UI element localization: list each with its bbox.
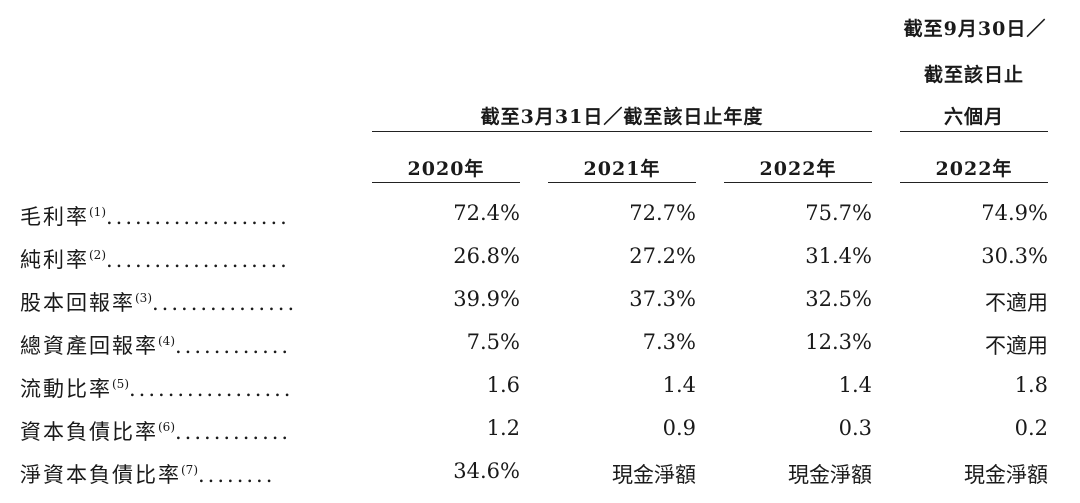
header-group-rule-6m [900,131,1048,132]
year-header-2022: 2022年 [759,158,837,180]
table-cell: 30.3% [981,244,1048,268]
header-6m-line3: 六個月 [943,106,1004,128]
leader-dots: ............ [175,334,292,358]
year-rule-2021 [548,182,696,183]
header-6m-line2: 截至該日止 [923,64,1024,86]
footnote-ref: (4) [158,334,175,348]
label-text: 流動比率 [20,377,112,401]
leader-dots: ................... [106,248,290,272]
year-rule-2020 [372,182,520,183]
leader-dots: ................. [129,377,294,401]
label-text: 純利率 [20,248,89,272]
label-text: 股本回報率 [20,291,135,315]
row-label-return-on-assets: 總資產回報率(4)............ [20,330,350,360]
footnote-ref: (1) [89,205,106,219]
table-cell: 32.5% [805,287,872,311]
table-cell: 現金淨額 [612,463,696,487]
row-label-gross-margin: 毛利率(1)................... [20,201,350,231]
table-cell: 0.2 [1014,416,1048,440]
table-cell: 0.9 [662,416,696,440]
label-text: 資本負債比率 [20,420,158,444]
table-cell: 0.3 [838,416,872,440]
footnote-ref: (7) [181,463,198,477]
table-cell: 7.5% [466,330,520,354]
table-cell: 1.4 [662,373,696,397]
year-header-2022-6m: 2022年 [935,158,1013,180]
year-header-2020: 2020年 [407,158,485,180]
header-6m-line1: 截至9月30日／ [903,18,1047,40]
table-cell: 75.7% [805,201,872,225]
footnote-ref: (3) [135,291,152,305]
header-group-rule-fy [372,131,872,132]
table-cell: 現金淨額 [788,463,872,487]
table-cell: 72.4% [453,201,520,225]
year-header-2021: 2021年 [583,158,661,180]
leader-dots: ........ [198,463,276,487]
table-cell: 1.4 [838,373,872,397]
leader-dots: ............ [175,420,292,444]
table-cell: 1.8 [1014,373,1048,397]
leader-dots: ............... [152,291,298,315]
year-rule-2022-6m [900,182,1048,183]
row-label-return-on-equity: 股本回報率(3)............... [20,287,350,317]
label-text: 淨資本負債比率 [20,463,181,487]
label-text: 毛利率 [20,205,89,229]
table-cell: 不適用 [985,291,1048,315]
table-cell: 27.2% [629,244,696,268]
leader-dots: ................... [106,205,290,229]
row-label-net-gearing-ratio: 淨資本負債比率(7)........ [20,459,350,489]
table-cell: 26.8% [453,244,520,268]
table-cell: 34.6% [453,459,520,483]
table-cell: 31.4% [805,244,872,268]
table-cell: 72.7% [629,201,696,225]
table-cell: 現金淨額 [964,463,1048,487]
footnote-ref: (6) [158,420,175,434]
table-cell: 39.9% [453,287,520,311]
footnote-ref: (5) [112,377,129,391]
table-cell: 1.6 [486,373,520,397]
table-cell: 12.3% [805,330,872,354]
table-cell: 74.9% [981,201,1048,225]
footnote-ref: (2) [89,248,106,262]
table-cell: 1.2 [486,416,520,440]
table-cell: 7.3% [642,330,696,354]
year-rule-2022 [724,182,872,183]
label-text: 總資產回報率 [20,334,158,358]
row-label-net-margin: 純利率(2)................... [20,244,350,274]
table-cell: 不適用 [985,334,1048,358]
row-label-gearing-ratio: 資本負債比率(6)............ [20,416,350,446]
header-fy-group: 截至3月31日／截至該日止年度 [480,106,764,128]
table-cell: 37.3% [629,287,696,311]
row-label-current-ratio: 流動比率(5)................. [20,373,350,403]
